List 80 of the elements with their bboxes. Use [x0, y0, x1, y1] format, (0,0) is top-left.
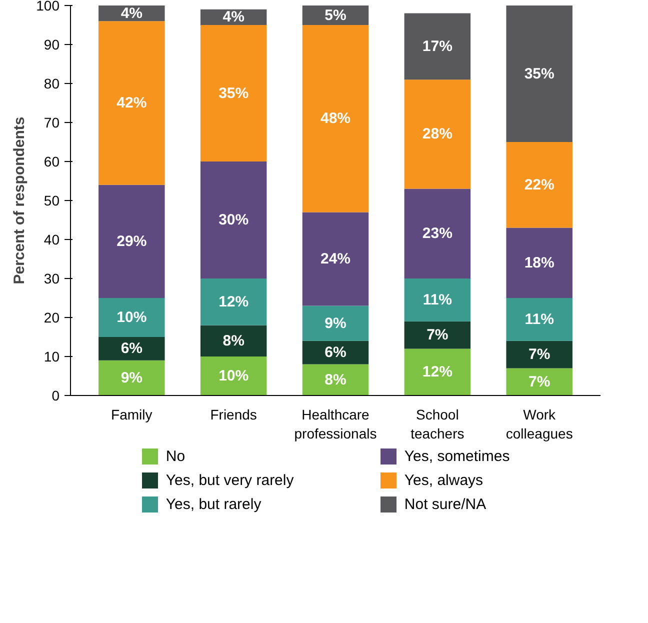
bar [200, 25, 267, 162]
bar [302, 306, 369, 341]
data-label: 4% [120, 4, 142, 22]
data-label: 29% [116, 232, 147, 250]
bar [506, 368, 572, 396]
data-label: 12% [422, 364, 452, 381]
x-tick-label: Healthcare professionals [294, 406, 377, 442]
x-tick-label: Work colleagues [506, 406, 573, 442]
data-label: 7% [426, 326, 448, 344]
legend-label: Yes, but very rarely [166, 472, 294, 489]
bar [200, 356, 267, 396]
data-label: 11% [422, 291, 452, 308]
bar [98, 184, 165, 298]
data-label: 18% [524, 254, 554, 272]
y-tick-label: 70 [44, 114, 60, 130]
bar [404, 13, 471, 80]
bar [302, 340, 369, 364]
data-label: 24% [320, 250, 351, 268]
y-tick-label: 10 [44, 348, 60, 364]
data-label: 8% [324, 371, 346, 388]
bar [404, 80, 471, 189]
bar [506, 142, 572, 228]
bar [200, 162, 267, 278]
data-label: 5% [324, 6, 346, 24]
y-tick-label: 80 [44, 76, 60, 92]
y-tick-label: 60 [44, 154, 60, 170]
legend-label: Yes, but rarely [166, 496, 262, 513]
x-tick-label: Friends [210, 406, 257, 422]
bar [506, 340, 572, 368]
bar [98, 298, 165, 337]
legend-label: Yes, sometimes [404, 448, 510, 465]
bar [98, 360, 165, 396]
bar [506, 6, 572, 142]
bar [302, 25, 369, 212]
bar [98, 21, 165, 185]
bar [98, 337, 165, 360]
data-label: 9% [120, 369, 142, 386]
data-label: 30% [218, 212, 249, 228]
bar [404, 321, 471, 349]
bar [200, 278, 267, 326]
bar [404, 278, 471, 322]
data-label: 10% [116, 309, 147, 326]
x-tick-label: Family [111, 406, 152, 422]
data-label: 8% [222, 332, 244, 350]
bar [302, 212, 369, 306]
data-label: 7% [528, 346, 550, 364]
bar [506, 298, 572, 341]
y-tick-label: 40 [44, 232, 60, 248]
data-label: 6% [120, 340, 142, 358]
data-label: 11% [524, 310, 554, 328]
bar [506, 228, 572, 298]
y-tick-label: 50 [44, 192, 60, 208]
bar [404, 188, 471, 278]
bar [200, 325, 267, 356]
data-label: 10% [218, 368, 249, 384]
y-tick-label: 20 [44, 310, 60, 326]
data-label: 4% [222, 8, 244, 26]
data-label: 23% [422, 225, 452, 242]
data-label: 7% [528, 373, 550, 390]
data-label: 48% [320, 110, 351, 128]
bar [302, 364, 369, 396]
legend-label: No [166, 448, 186, 465]
data-label: 17% [422, 38, 452, 55]
y-tick-label: 90 [44, 36, 60, 52]
legend-label: Yes, always [404, 472, 484, 489]
data-label: 28% [422, 126, 452, 143]
y-tick-label: 0 [52, 388, 60, 404]
data-label: 22% [524, 176, 554, 194]
data-label: 35% [524, 65, 554, 82]
y-axis-title: Percent of respondents [11, 116, 28, 284]
y-tick-label: 30 [44, 270, 60, 286]
x-tick-label: School teachers [410, 406, 464, 442]
data-label: 9% [324, 314, 346, 332]
legend-label: Not sure/NA [404, 496, 486, 513]
y-tick-label: 100 [36, 0, 60, 14]
bar [404, 348, 471, 396]
data-label: 42% [116, 94, 147, 112]
data-label: 6% [324, 344, 346, 362]
data-label: 35% [218, 84, 249, 102]
data-label: 12% [218, 293, 249, 310]
